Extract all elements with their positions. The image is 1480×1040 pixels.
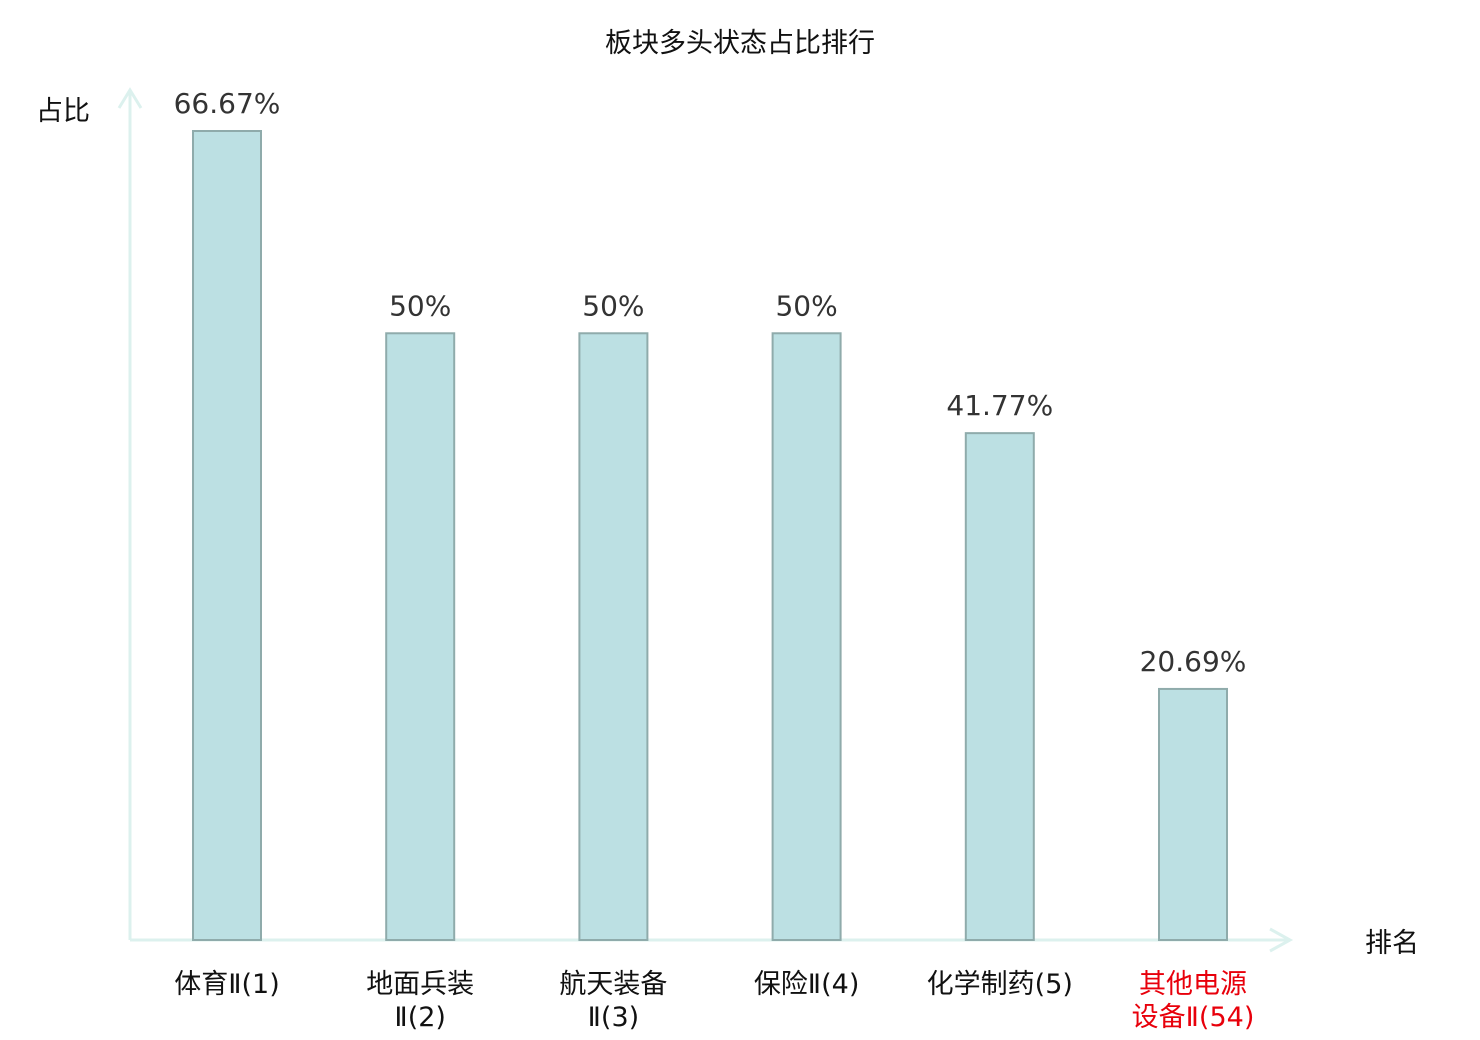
y-axis-label: 占比: [36, 96, 90, 127]
x-axis-arrow-icon: [1269, 927, 1294, 953]
chart-title: 板块多头状态占比排行: [605, 28, 875, 59]
x-axis: 排名: [130, 927, 1419, 959]
x-tick-label: 体育Ⅱ(1): [174, 969, 280, 1000]
bar: [385, 332, 456, 941]
y-axis-arrow-icon: [117, 87, 143, 109]
value-labels: 66.67% 50% 50% 50% 41.77% 20.69%: [174, 87, 1247, 678]
bar: [192, 130, 262, 941]
value-label: 41.77%: [946, 389, 1053, 422]
x-tick-label: 设备Ⅱ(54): [1132, 1002, 1255, 1033]
bar: [964, 432, 1035, 941]
value-label: 50%: [775, 289, 837, 322]
x-tick-label: 化学制药(5): [927, 969, 1073, 1000]
bar: [578, 332, 649, 941]
x-tick-label: 地面兵装: [366, 969, 474, 1000]
x-tick-label: 航天装备: [559, 969, 667, 1000]
value-label: 50%: [389, 289, 451, 322]
value-label: 50%: [582, 289, 644, 322]
bar: [1158, 687, 1228, 941]
bar: [771, 332, 842, 941]
x-tick-label: 保险Ⅱ(4): [754, 969, 860, 1000]
value-label: 66.67%: [174, 87, 281, 120]
bars: [192, 130, 1228, 941]
x-axis-label: 排名: [1365, 928, 1419, 959]
x-tick-label: Ⅱ(2): [394, 1002, 446, 1033]
value-label: 20.69%: [1140, 645, 1247, 678]
y-axis: 占比: [36, 87, 143, 940]
x-tick-label: Ⅱ(3): [588, 1002, 640, 1033]
x-tick-label: 其他电源: [1139, 969, 1247, 1000]
